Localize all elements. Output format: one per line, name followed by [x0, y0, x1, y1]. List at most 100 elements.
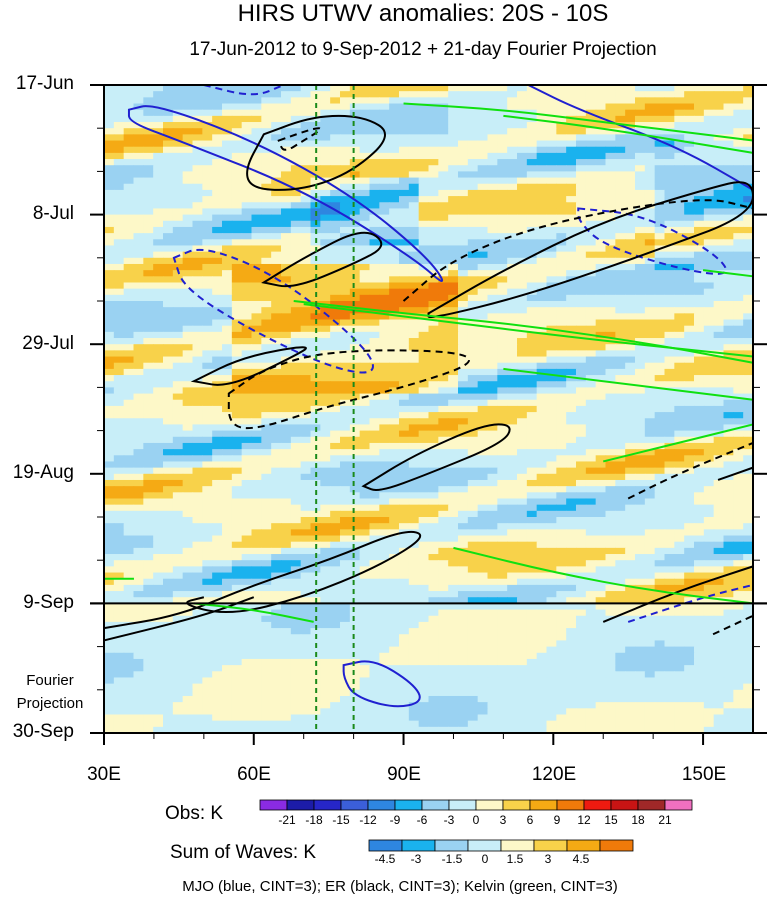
obs-cell — [517, 196, 528, 203]
obs-cell — [379, 424, 390, 432]
obs-cell — [212, 405, 223, 413]
obs-cell — [113, 97, 125, 105]
obs-cell — [448, 245, 459, 253]
obs-cell — [399, 461, 410, 469]
obs-cell — [576, 381, 587, 388]
obs-cell — [428, 498, 439, 506]
obs-cell — [428, 276, 439, 284]
obs-cell — [389, 301, 400, 308]
obs-cell — [694, 467, 705, 475]
obs-cell — [674, 85, 685, 92]
obs-cell — [408, 91, 420, 98]
obs-cell — [605, 202, 616, 210]
obs-cell — [192, 430, 203, 438]
obs-cell — [605, 301, 616, 308]
obs-cell — [330, 418, 341, 426]
obs-cell — [723, 276, 734, 284]
obs-cell — [635, 165, 646, 172]
obs-cell — [300, 504, 312, 512]
obs-cell — [733, 405, 744, 413]
obs-cell — [595, 325, 607, 333]
obs-cell — [153, 152, 164, 160]
obs-cell — [743, 251, 754, 259]
obs-cell — [654, 486, 666, 493]
obs-cell — [664, 128, 675, 135]
obs-cell — [625, 263, 636, 271]
obs-cell — [654, 239, 666, 247]
obs-cell — [497, 214, 508, 222]
obs-cell — [615, 202, 626, 210]
obs-cell — [133, 442, 144, 450]
obs-cell — [635, 510, 646, 518]
obs-cell — [251, 189, 262, 197]
obs-cell — [664, 375, 675, 382]
obs-cell — [359, 381, 371, 388]
obs-cell — [713, 399, 725, 407]
obs-cell — [251, 208, 262, 216]
obs-cell — [261, 115, 272, 123]
obs-cell — [143, 498, 154, 506]
obs-cell — [418, 276, 430, 284]
obs-cell — [123, 418, 135, 426]
obs-cell — [133, 325, 144, 333]
obs-cell — [674, 393, 685, 401]
obs-cell — [615, 381, 626, 388]
obs-cell — [576, 146, 587, 154]
obs-cell — [635, 202, 646, 210]
obs-cell — [517, 350, 528, 358]
obs-cell — [674, 467, 685, 475]
obs-cell — [743, 523, 754, 530]
obs-cell — [428, 282, 439, 290]
obs-cell — [536, 177, 548, 185]
obs-cell — [133, 368, 144, 376]
obs-cell — [477, 331, 489, 339]
obs-cell — [664, 535, 675, 543]
obs-cell — [467, 356, 479, 364]
obs-cell — [330, 97, 341, 105]
obs-cell — [163, 313, 174, 321]
obs-cell — [635, 467, 646, 475]
obs-cell — [340, 356, 351, 364]
obs-cell — [536, 270, 548, 277]
obs-cell — [654, 109, 666, 117]
obs-cell — [595, 183, 607, 191]
obs-cell — [625, 535, 636, 543]
obs-cell — [458, 492, 469, 500]
obs-cell — [487, 424, 498, 432]
obs-cell — [517, 177, 528, 185]
obs-cell — [212, 263, 223, 271]
obs-cell — [428, 393, 439, 401]
obs-cell — [192, 189, 203, 197]
obs-cell — [300, 418, 312, 426]
obs-cell — [231, 424, 243, 432]
obs-cell — [644, 338, 656, 345]
obs-cell — [133, 418, 144, 426]
obs-cell — [703, 455, 715, 463]
obs-cell — [615, 270, 626, 277]
obs-cell — [153, 492, 164, 500]
obs-cell — [723, 492, 734, 500]
obs-cell — [674, 504, 685, 512]
obs-cell — [536, 134, 548, 142]
obs-cell — [241, 214, 253, 222]
obs-cell — [566, 134, 577, 142]
obs-cell — [408, 467, 420, 475]
obs-cell — [172, 257, 184, 265]
obs-cell — [192, 171, 203, 179]
obs-cell — [703, 128, 715, 135]
obs-cell — [438, 97, 449, 105]
obs-cell — [585, 338, 597, 345]
obs-cell — [625, 405, 636, 413]
obs-cell — [674, 356, 685, 364]
obs-cell — [379, 467, 390, 475]
obs-cell — [310, 393, 321, 401]
obs-cell — [605, 165, 616, 172]
obs-cell — [281, 183, 292, 191]
obs-cell — [418, 486, 430, 493]
obs-cell — [143, 393, 154, 401]
obs-cell — [654, 165, 666, 172]
obs-cell — [703, 399, 715, 407]
obs-cell — [123, 331, 135, 339]
obs-cell — [182, 455, 194, 463]
obs-cell — [576, 171, 587, 179]
